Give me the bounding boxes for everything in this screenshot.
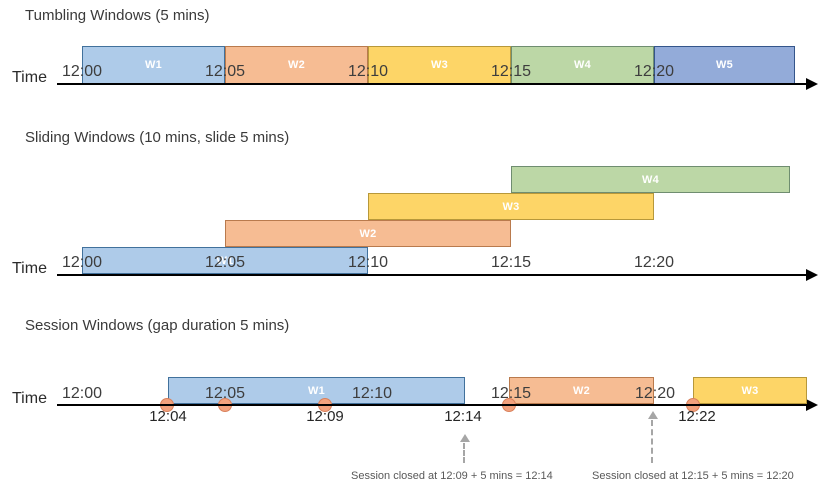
tick-label: 12:00: [61, 254, 103, 271]
window-label: W3: [430, 59, 449, 71]
sliding-time-label: Time: [12, 260, 47, 277]
session-time-label: Time: [12, 390, 47, 407]
tumbling-window-w3: W3: [368, 46, 511, 84]
up-arrow-icon: [648, 411, 658, 419]
window-label: W2: [287, 59, 306, 71]
tumbling-window-w5: W5: [654, 46, 795, 84]
window-label: W1: [216, 254, 234, 267]
axis-arrow-icon: [806, 399, 818, 411]
tick-label: 12:20: [634, 385, 676, 402]
session-section-title: Session Windows (gap duration 5 mins): [25, 317, 290, 334]
tumbling-section-title: Tumbling Windows (5 mins): [25, 7, 210, 24]
session-time-axis: [57, 404, 806, 406]
tick-label: 12:20: [633, 63, 675, 80]
tick-label: 12:15: [490, 254, 532, 271]
event-time-label: 12:14: [444, 408, 482, 425]
window-label: W1: [144, 59, 163, 71]
axis-arrow-icon: [806, 78, 818, 90]
tick-label: 12:10: [351, 385, 393, 402]
window-label: W2: [359, 227, 377, 240]
tick-label: 12:15: [490, 63, 532, 80]
session-window-w1: W1: [168, 377, 465, 404]
sliding-window-w3: W3: [368, 193, 654, 220]
session-closed-annotation-1: Session closed at 12:09 + 5 mins = 12:14: [351, 470, 553, 482]
event-time-label: 12:22: [678, 408, 716, 425]
tumbling-time-label: Time: [12, 69, 47, 86]
dashed-arrow-line: [651, 420, 653, 463]
tick-label: 12:00: [61, 63, 103, 80]
sliding-section-title: Sliding Windows (10 mins, slide 5 mins): [25, 129, 290, 146]
session-window-w3: W3: [693, 377, 807, 404]
window-label: W3: [741, 384, 759, 397]
window-label: W4: [573, 59, 592, 71]
tick-label: 12:10: [347, 254, 389, 271]
window-label: W2: [572, 384, 591, 397]
up-arrow-icon: [460, 434, 470, 442]
sliding-window-w2: W2: [225, 220, 511, 247]
dashed-arrow-line: [463, 443, 465, 463]
tick-label: 12:00: [61, 385, 103, 402]
event-time-label: 12:04: [149, 408, 187, 425]
window-label: W5: [715, 59, 734, 71]
session-closed-annotation-2: Session closed at 12:15 + 5 mins = 12:20: [592, 470, 794, 482]
window-label: W4: [641, 173, 660, 186]
sliding-window-w4: W4: [511, 166, 790, 193]
sliding-window-w1: W1: [82, 247, 368, 274]
tick-label: 12:05: [204, 385, 246, 402]
tumbling-time-axis: [57, 83, 806, 85]
tumbling-window-w1: W1: [82, 46, 225, 84]
tick-label: 12:05: [204, 63, 246, 80]
tick-label: 12:10: [347, 63, 389, 80]
sliding-time-axis: [57, 274, 806, 276]
window-label: W1: [307, 384, 326, 397]
tick-label: 12:05: [204, 254, 246, 271]
event-time-label: 12:09: [306, 408, 344, 425]
axis-arrow-icon: [806, 269, 818, 281]
tick-label: 12:20: [633, 254, 675, 271]
window-label: W3: [502, 200, 520, 213]
session-window-w2: W2: [509, 377, 654, 404]
tick-label: 12:15: [490, 385, 532, 402]
